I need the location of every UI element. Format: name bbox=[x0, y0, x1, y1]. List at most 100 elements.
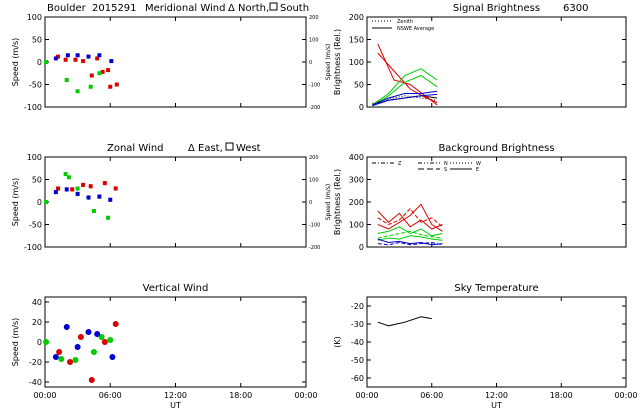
series-line bbox=[377, 208, 443, 228]
data-point bbox=[52, 354, 59, 360]
y-tick-label: -60 bbox=[351, 374, 364, 383]
data-point bbox=[58, 356, 65, 362]
series-red bbox=[56, 321, 119, 383]
y-tick-label: -40 bbox=[351, 338, 364, 347]
y-tick-label-right: -200 bbox=[309, 245, 320, 251]
wavelength-label: 6300 bbox=[563, 3, 588, 14]
data-point bbox=[44, 60, 49, 64]
x-tick-label: 00:00 bbox=[614, 391, 637, 400]
series-red-1 bbox=[377, 210, 443, 230]
chart-title: Sky Temperature bbox=[454, 283, 538, 294]
data-point bbox=[70, 187, 75, 192]
legend-label: Zenith bbox=[397, 19, 413, 25]
data-point bbox=[66, 175, 71, 180]
y-tick-label-right: -200 bbox=[309, 105, 320, 111]
data-point bbox=[107, 337, 114, 343]
data-point bbox=[100, 69, 105, 74]
y-tick-label: 100 bbox=[27, 153, 42, 162]
x-tick-label: 00:00 bbox=[33, 391, 56, 400]
data-point bbox=[63, 172, 68, 177]
data-point bbox=[88, 377, 95, 383]
plot-frame bbox=[44, 156, 307, 248]
data-point bbox=[109, 354, 116, 360]
series-green-3 bbox=[377, 235, 443, 241]
series-zenith bbox=[43, 334, 114, 363]
y-tick-label-right: 0 bbox=[309, 200, 312, 206]
y-tick-label: 0 bbox=[359, 103, 364, 112]
x-axis-label: UT bbox=[170, 401, 181, 410]
series-line bbox=[372, 68, 438, 106]
data-point bbox=[43, 339, 50, 345]
series-east bbox=[56, 180, 118, 192]
series-west bbox=[53, 187, 113, 202]
y-tick-label: 0 bbox=[37, 198, 42, 207]
y-tick-label: 0 bbox=[37, 58, 42, 67]
data-point bbox=[102, 181, 107, 186]
data-point bbox=[64, 78, 69, 82]
series-line bbox=[377, 235, 443, 241]
chart-title: Background Brightness bbox=[438, 143, 554, 154]
series-green-2 bbox=[377, 230, 443, 239]
y-tick-label: 50 bbox=[32, 176, 42, 185]
y-tick-label-right: 100 bbox=[309, 178, 319, 184]
x-tick-label: 06:00 bbox=[99, 391, 122, 400]
series-line bbox=[377, 210, 443, 230]
legend-label: NSWE Average bbox=[397, 26, 434, 32]
sky-temperature-panel: Sky Temperature -60 -50 -40 -30 -20 (K) 00:00 06… bbox=[333, 283, 638, 410]
series-line bbox=[377, 316, 432, 327]
y-axis-label-right: Speed (m/s) bbox=[325, 184, 332, 220]
y-tick-label: 20 bbox=[32, 318, 42, 327]
meridional-wind-panel: Meridional Wind Δ North, South -100 -50 0 50 10… bbox=[11, 2, 332, 112]
y-tick-label: 50 bbox=[32, 36, 42, 45]
series-sky bbox=[377, 316, 432, 327]
y-axis-label-right: Speed (m/s) bbox=[325, 44, 332, 80]
data-point bbox=[65, 53, 70, 58]
legend-label: S bbox=[444, 167, 447, 173]
data-point bbox=[94, 331, 101, 337]
data-point bbox=[53, 190, 58, 195]
legend-east-label: Δ East, bbox=[188, 143, 223, 154]
series-blue-1 bbox=[377, 238, 443, 246]
series-blue bbox=[52, 324, 116, 360]
chart-title: Signal Brightness bbox=[453, 3, 540, 14]
y-axis-label: Brightness (Rel.) bbox=[333, 169, 342, 235]
series-line bbox=[372, 95, 438, 104]
data-point bbox=[81, 59, 86, 64]
data-point bbox=[95, 56, 100, 61]
legend-label: E bbox=[476, 167, 479, 173]
data-point bbox=[91, 209, 96, 213]
legend-square-symbol bbox=[225, 142, 234, 151]
series-green-b bbox=[372, 74, 438, 107]
data-point bbox=[112, 321, 119, 327]
series-green-1 bbox=[377, 226, 443, 237]
data-point bbox=[74, 344, 81, 350]
series-blue-a bbox=[372, 90, 438, 106]
legend-west-label: West bbox=[236, 143, 261, 154]
y-axis-label: Brightness (Rel.) bbox=[333, 29, 342, 95]
y-tick-label-right: 200 bbox=[309, 15, 319, 21]
y-tick-label: -30 bbox=[351, 320, 364, 329]
x-tick-label: 18:00 bbox=[229, 391, 252, 400]
data-point bbox=[113, 186, 118, 191]
x-tick-label: 12:00 bbox=[164, 391, 187, 400]
y-tick-label: 100 bbox=[27, 13, 42, 22]
y-axis-label: Speed (m/s) bbox=[11, 318, 20, 367]
plot-frame bbox=[44, 296, 307, 388]
y-tick-label: -100 bbox=[24, 243, 42, 252]
series-blue-b bbox=[372, 93, 438, 107]
data-point bbox=[81, 182, 86, 187]
data-point bbox=[63, 57, 68, 62]
chart-title: Zonal Wind bbox=[107, 143, 164, 154]
legend-south-label: South bbox=[280, 3, 309, 14]
series-line bbox=[377, 226, 443, 237]
legend-label: N bbox=[444, 161, 448, 167]
y-tick-label-right: -100 bbox=[309, 223, 320, 229]
data-point bbox=[64, 187, 69, 192]
data-point bbox=[89, 73, 94, 78]
x-tick-label: 00:00 bbox=[294, 391, 317, 400]
legend-label: Z bbox=[398, 161, 402, 167]
chart-title: Meridional Wind bbox=[145, 3, 225, 14]
data-point bbox=[85, 329, 92, 335]
chart-title: Vertical Wind bbox=[143, 283, 209, 294]
